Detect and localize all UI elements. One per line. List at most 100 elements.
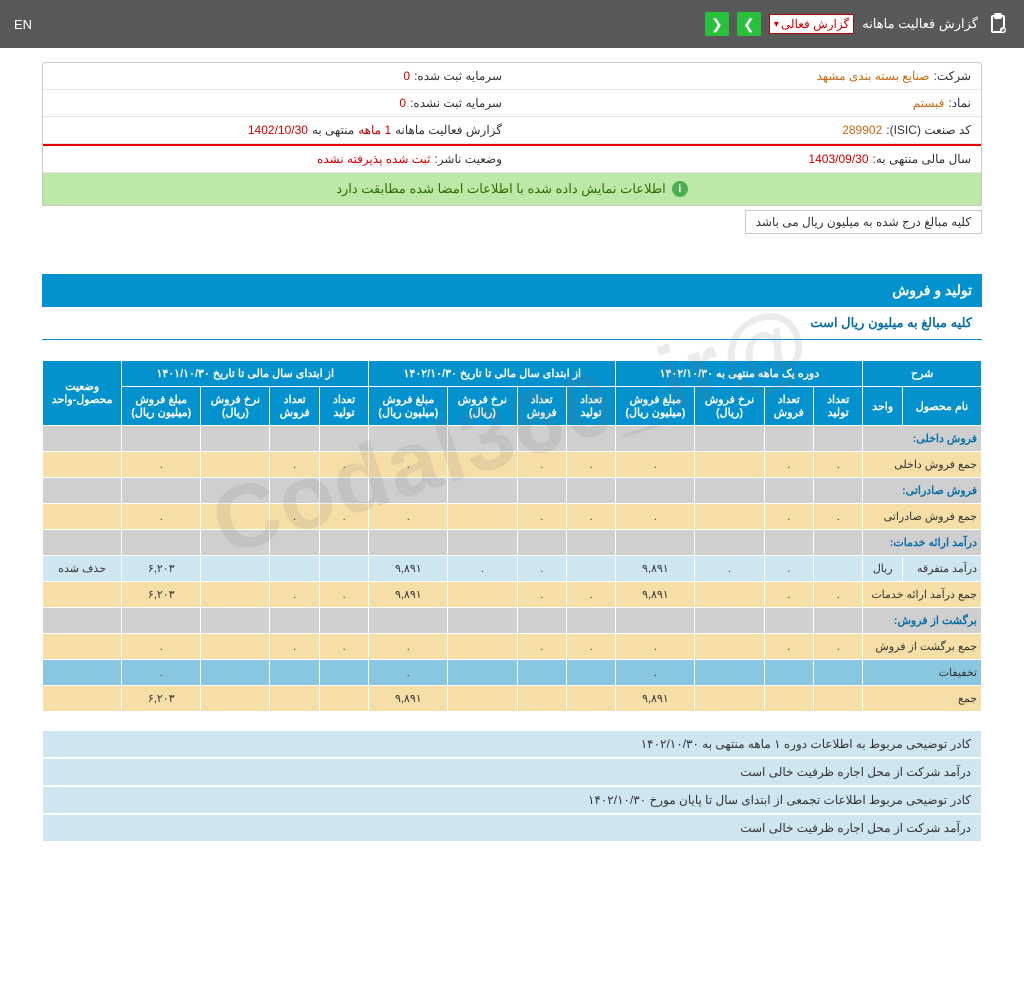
cell: .: [122, 634, 201, 660]
footer-note-3: کادر توضیحی مربوط اطلاعات تجمعی از ابتدا…: [42, 786, 982, 814]
isic-label: کد صنعت (ISIC):: [886, 123, 971, 137]
capital-unreg-value: 0: [399, 96, 406, 110]
cell: .: [369, 452, 448, 478]
fy-value: 1403/09/30: [808, 152, 868, 166]
col-unit: واحد: [863, 387, 903, 426]
total-p3: ۶,۲۰۳: [122, 686, 201, 712]
cell: .: [695, 556, 764, 582]
cell: .: [764, 452, 813, 478]
col-name: نام محصول: [902, 387, 981, 426]
section-title: تولید و فروش: [42, 274, 982, 307]
cell: .: [448, 556, 517, 582]
row-label: جمع فروش داخلی: [863, 452, 982, 478]
match-banner: i اطلاعات نمایش داده شده با اطلاعات امضا…: [43, 173, 981, 205]
topbar: گزارش فعالیت ماهانه گزارش فعالی ▾ ❯ ❮ EN: [0, 0, 1024, 48]
footer-note-2: درآمد شرکت از محل اجاره ظرفیت خالی است: [42, 758, 982, 786]
col-period3: از ابتدای سال مالی تا تاریخ ۱۴۰۱/۱۰/۳۰: [122, 361, 369, 387]
currency-note: کلیه مبالغ درج شده به میلیون ریال می باش…: [745, 210, 982, 234]
capital-reg-label: سرمایه ثبت شده:: [414, 69, 502, 83]
cell: ۶,۲۰۳: [122, 582, 201, 608]
cell: .: [814, 582, 863, 608]
discounts-row: تخفیفات . . .: [43, 660, 982, 686]
amount-p1: ۹,۸۹۱: [616, 556, 695, 582]
nav-prev-button[interactable]: ❮: [705, 12, 729, 36]
status-cell: حذف شده: [43, 556, 122, 582]
col-status: وضعیت محصول-واحد: [43, 361, 122, 426]
fy-label: سال مالی منتهی به:: [873, 152, 971, 166]
cell: .: [814, 634, 863, 660]
chevron-down-icon: ▾: [774, 19, 779, 30]
col-saleqty-3: تعداد فروش: [270, 387, 319, 426]
cell: .: [517, 582, 566, 608]
cell: .: [616, 504, 695, 530]
symbol-label: نماد:: [948, 96, 971, 110]
cell: .: [369, 504, 448, 530]
report-type-dropdown[interactable]: گزارش فعالی ▾: [769, 14, 854, 34]
footer-note-1: کادر توضیحی مربوط به اطلاعات دوره ۱ ماهه…: [42, 730, 982, 758]
sum-return-row: جمع برگشت از فروش . . . . . . . . .: [43, 634, 982, 660]
report-date: 1402/10/30: [248, 123, 308, 137]
row-label: تخفیفات: [863, 660, 982, 686]
group-label: فروش داخلی:: [863, 426, 982, 452]
nav-next-button[interactable]: ❯: [737, 12, 761, 36]
cell: .: [764, 634, 813, 660]
cell: .: [764, 556, 813, 582]
page-title: گزارش فعالیت ماهانه: [862, 16, 978, 32]
group-label: فروش صادراتی:: [863, 478, 982, 504]
cell: .: [517, 634, 566, 660]
cell: .: [270, 634, 319, 660]
cell: .: [616, 634, 695, 660]
total-p2: ۹,۸۹۱: [369, 686, 448, 712]
total-p1: ۹,۸۹۱: [616, 686, 695, 712]
symbol-value: فبستم: [913, 96, 945, 110]
cell: .: [122, 660, 201, 686]
cell: .: [369, 634, 448, 660]
pub-status-value: ثبت شده پذیرفته نشده: [317, 152, 430, 166]
cell: .: [814, 452, 863, 478]
col-prodqty-1: تعداد تولید: [814, 387, 863, 426]
col-amount-3: مبلغ فروش (میلیون ریال): [122, 387, 201, 426]
cell: .: [270, 582, 319, 608]
group-domestic: فروش داخلی:: [43, 426, 982, 452]
cell: .: [270, 452, 319, 478]
row-label: درآمد متفرقه: [902, 556, 981, 582]
cell: .: [319, 504, 368, 530]
isic-value: 289902: [842, 123, 882, 137]
footer-note-4: درآمد شرکت از محل اجاره ظرفیت خالی است: [42, 814, 982, 842]
cell: .: [566, 504, 615, 530]
row-label: جمع برگشت از فروش: [863, 634, 982, 660]
cell: ۹,۸۹۱: [369, 582, 448, 608]
cell: .: [122, 452, 201, 478]
group-label: درآمد ارائه خدمات:: [863, 530, 982, 556]
cell: .: [319, 582, 368, 608]
col-prodqty-2: تعداد تولید: [566, 387, 615, 426]
col-rate-3: نرخ فروش (ریال): [201, 387, 270, 426]
group-service: درآمد ارائه خدمات:: [43, 530, 982, 556]
amount-p2: ۹,۸۹۱: [369, 556, 448, 582]
footer-notes: کادر توضیحی مربوط به اطلاعات دوره ۱ ماهه…: [42, 730, 982, 842]
col-prodqty-3: تعداد تولید: [319, 387, 368, 426]
unit-cell: ریال: [863, 556, 903, 582]
language-toggle[interactable]: EN: [14, 17, 32, 32]
misc-income-row: درآمد متفرقه ریال . . ۹,۸۹۱ . . ۹,۸۹۱ ۶,…: [43, 556, 982, 582]
dropdown-label: گزارش فعالی: [781, 17, 849, 31]
cell: .: [764, 582, 813, 608]
col-saleqty-2: تعداد فروش: [517, 387, 566, 426]
pub-status-label: وضعیت ناشر:: [434, 152, 502, 166]
capital-reg-value: 0: [403, 69, 410, 83]
group-label: برگشت از فروش:: [863, 608, 982, 634]
clipboard-icon: [986, 12, 1010, 36]
row-label: جمع درآمد ارائه خدمات: [863, 582, 982, 608]
group-export: فروش صادراتی:: [43, 478, 982, 504]
cell: ۹,۸۹۱: [616, 582, 695, 608]
report-ending: منتهی به: [312, 123, 354, 137]
main-container: شرکت: صنایع بسته بندی مشهد سرمایه ثبت شد…: [42, 48, 982, 842]
cell: .: [566, 582, 615, 608]
cell: .: [319, 634, 368, 660]
col-period1: دوره یک ماهه منتهی به ۱۴۰۲/۱۰/۳۰: [616, 361, 863, 387]
cell: .: [814, 504, 863, 530]
group-return: برگشت از فروش:: [43, 608, 982, 634]
col-amount-1: مبلغ فروش (میلیون ریال): [616, 387, 695, 426]
col-sharh: شرح: [863, 361, 982, 387]
cell: .: [764, 504, 813, 530]
